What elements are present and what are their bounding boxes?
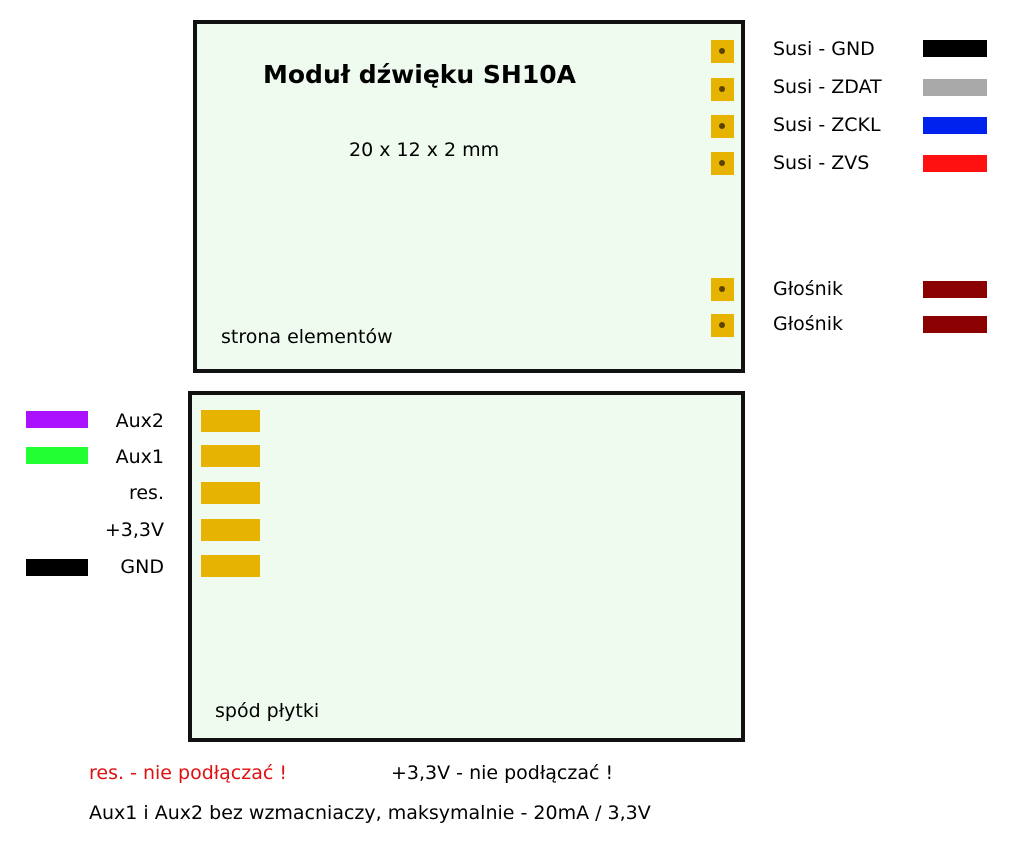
module-title: Moduł dźwięku SH10A xyxy=(263,60,576,89)
label-3v3: +3,3V xyxy=(104,519,164,541)
label-susi-zdat: Susi - ZDAT xyxy=(773,76,882,98)
wire-swatch-susi-zckl xyxy=(923,117,987,134)
label-susi-zvs: Susi - ZVS xyxy=(773,152,870,174)
label-aux2: Aux2 xyxy=(115,410,164,432)
pad-susi-zdat xyxy=(711,78,734,101)
pad-susi-gnd xyxy=(711,40,734,63)
label-res: res. xyxy=(128,482,164,504)
wire-swatch-susi-gnd xyxy=(923,40,987,57)
wire-swatch-aux1 xyxy=(26,447,88,464)
label-speaker-1: Głośnik xyxy=(773,278,843,300)
pad-aux1 xyxy=(201,445,260,467)
component-side-board xyxy=(193,20,745,373)
wire-swatch-speaker-2 xyxy=(923,316,987,333)
pad-aux2 xyxy=(201,410,260,432)
label-gnd: GND xyxy=(120,556,164,578)
pad-speaker-1 xyxy=(711,278,734,301)
pad-res xyxy=(201,482,260,504)
note-res-warning: res. - nie podłączać ! xyxy=(89,762,287,784)
wire-swatch-susi-zvs xyxy=(923,155,987,172)
note-3v3-warning: +3,3V - nie podłączać ! xyxy=(391,762,614,784)
wire-swatch-speaker-1 xyxy=(923,281,987,298)
pad-3v3 xyxy=(201,519,260,541)
pad-gnd xyxy=(201,555,260,577)
wire-swatch-gnd xyxy=(26,559,88,576)
wire-swatch-susi-zdat xyxy=(923,79,987,96)
pad-speaker-2 xyxy=(711,314,734,337)
label-speaker-2: Głośnik xyxy=(773,313,843,335)
label-susi-gnd: Susi - GND xyxy=(773,38,875,60)
wire-swatch-aux2 xyxy=(26,411,88,428)
pad-susi-zvs xyxy=(711,152,734,175)
label-aux1: Aux1 xyxy=(115,446,164,468)
solder-side-label: spód płytki xyxy=(215,700,320,722)
pad-susi-zckl xyxy=(711,115,734,138)
component-side-label: strona elementów xyxy=(221,326,393,348)
label-susi-zckl: Susi - ZCKL xyxy=(773,114,881,136)
module-dimensions: 20 x 12 x 2 mm xyxy=(349,139,500,161)
solder-side-board xyxy=(188,391,745,742)
note-aux-info: Aux1 i Aux2 bez wzmacniaczy, maksymalnie… xyxy=(89,802,651,824)
